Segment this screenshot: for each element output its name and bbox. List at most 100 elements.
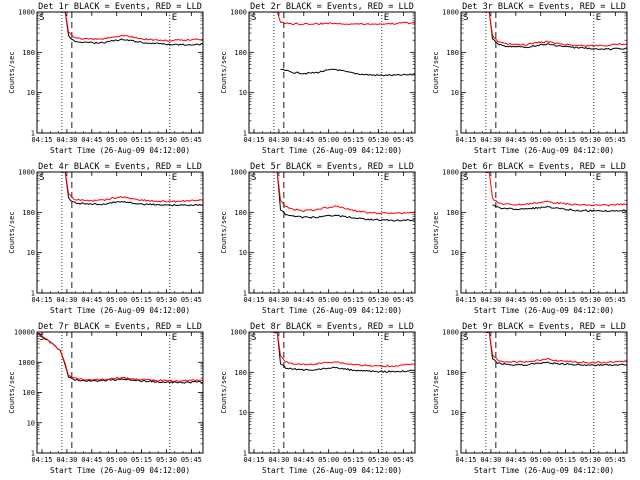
x-tick-label: 05:30 <box>580 456 601 464</box>
y-tick-label: 1000 <box>230 9 247 17</box>
start-marker-label: S <box>39 13 44 23</box>
x-tick-label: 05:30 <box>156 456 177 464</box>
start-marker-label: S <box>39 173 44 183</box>
y-tick-label: 100 <box>22 49 35 57</box>
x-tick-label: 05:15 <box>131 136 152 144</box>
x-axis-label: Start Time (26-Aug-09 04:12:00) <box>262 306 402 315</box>
x-tick-label: 05:30 <box>156 136 177 144</box>
x-tick-label: 04:30 <box>480 456 501 464</box>
y-axis-label: Counts/sec <box>8 211 16 253</box>
x-axis-label: Start Time (26-Aug-09 04:12:00) <box>474 306 614 315</box>
x-tick-label: 05:30 <box>580 296 601 304</box>
x-tick-label: 05:45 <box>605 296 626 304</box>
x-tick-label: 04:15 <box>243 456 264 464</box>
panel-title: Det 1r BLACK = Events, RED = LLD <box>38 2 202 12</box>
x-axis-label: Start Time (26-Aug-09 04:12:00) <box>50 466 190 475</box>
x-tick-label: 05:15 <box>343 296 364 304</box>
x-tick-label: 04:30 <box>268 456 289 464</box>
x-tick-label: 05:45 <box>181 296 202 304</box>
x-tick-label: 04:45 <box>293 136 314 144</box>
y-axis-label: Counts/sec <box>220 371 228 413</box>
y-axis-label: Counts/sec <box>432 211 440 253</box>
y-tick-label: 10 <box>27 249 35 257</box>
x-tick-label: 04:45 <box>81 456 102 464</box>
x-tick-label: 04:15 <box>31 136 52 144</box>
x-axis-label: Start Time (26-Aug-09 04:12:00) <box>474 146 614 155</box>
panel-title: Det 9r BLACK = Events, RED = LLD <box>462 322 626 332</box>
y-tick-label: 1 <box>243 290 247 298</box>
x-tick-label: 04:15 <box>243 296 264 304</box>
x-axis-label: Start Time (26-Aug-09 04:12:00) <box>50 146 190 155</box>
x-tick-label: 05:15 <box>343 456 364 464</box>
x-tick-label: 05:45 <box>393 296 414 304</box>
events-series-line <box>61 11 204 46</box>
end-marker-label: E <box>596 13 601 23</box>
y-axis-label: Counts/sec <box>432 51 440 93</box>
x-tick-label: 05:15 <box>555 296 576 304</box>
x-tick-label: 05:30 <box>368 296 389 304</box>
panel-title: Det 3r BLACK = Events, RED = LLD <box>462 2 626 12</box>
y-tick-label: 10 <box>239 409 247 417</box>
plot-frame <box>460 331 628 454</box>
panel-title: Det 8r BLACK = Events, RED = LLD <box>250 322 414 332</box>
start-marker-label: S <box>463 333 468 343</box>
y-tick-label: 1 <box>455 130 459 138</box>
lld-series-line <box>61 11 204 42</box>
y-tick-label: 1 <box>455 450 459 458</box>
y-tick-label: 10 <box>27 89 35 97</box>
x-tick-label: 04:30 <box>480 136 501 144</box>
y-tick-label: 10 <box>451 249 459 257</box>
plot-frame <box>460 11 628 134</box>
y-tick-label: 1 <box>31 130 35 138</box>
end-marker-label: E <box>384 173 389 183</box>
x-tick-label: 05:30 <box>368 136 389 144</box>
panel-title: Det 4r BLACK = Events, RED = LLD <box>38 162 202 172</box>
lld-series-line <box>61 171 204 203</box>
y-tick-label: 1000 <box>442 9 459 17</box>
x-axis-label: Start Time (26-Aug-09 04:12:00) <box>474 466 614 475</box>
panel-title: Det 5r BLACK = Events, RED = LLD <box>250 162 414 172</box>
x-tick-label: 04:45 <box>81 296 102 304</box>
detector-panel: Det 5r BLACK = Events, RED = LLD Counts/s… <box>220 162 416 315</box>
plot-frame <box>460 171 628 294</box>
x-tick-label: 04:30 <box>56 456 77 464</box>
x-tick-label: 05:45 <box>605 136 626 144</box>
x-tick-label: 05:45 <box>181 136 202 144</box>
y-tick-label: 10000 <box>14 329 35 337</box>
lld-series-line <box>273 11 416 26</box>
end-marker-label: E <box>172 333 177 343</box>
lld-series-line <box>273 331 416 368</box>
events-series-line <box>36 332 204 384</box>
x-tick-label: 05:15 <box>555 136 576 144</box>
x-axis-label: Start Time (26-Aug-09 04:12:00) <box>50 306 190 315</box>
events-series-line <box>273 171 415 222</box>
x-tick-label: 04:15 <box>31 296 52 304</box>
y-tick-label: 100 <box>234 49 247 57</box>
y-tick-label: 100 <box>234 209 247 217</box>
detector-panel: Det 8r BLACK = Events, RED = LLD Counts/s… <box>220 322 416 475</box>
events-series-line <box>485 11 628 51</box>
y-axis-label: Counts/sec <box>220 211 228 253</box>
detector-panel: Det 4r BLACK = Events, RED = LLD Counts/s… <box>8 162 204 315</box>
x-tick-label: 04:45 <box>505 136 526 144</box>
events-series-line <box>492 204 628 213</box>
y-tick-label: 1 <box>31 450 35 458</box>
plot-frame <box>248 331 416 454</box>
x-tick-label: 04:45 <box>505 296 526 304</box>
y-tick-label: 1000 <box>230 169 247 177</box>
x-tick-label: 05:30 <box>368 456 389 464</box>
detector-panel: Det 7r BLACK = Events, RED = LLD Counts/s… <box>8 322 204 475</box>
x-tick-label: 05:00 <box>318 456 339 464</box>
x-axis-label: Start Time (26-Aug-09 04:12:00) <box>262 146 402 155</box>
x-tick-label: 04:30 <box>56 296 77 304</box>
y-tick-label: 10 <box>27 419 35 427</box>
x-tick-label: 05:15 <box>343 136 364 144</box>
start-marker-label: S <box>463 13 468 23</box>
x-tick-label: 04:15 <box>243 136 264 144</box>
plot-frame <box>248 171 416 294</box>
lld-series-line <box>485 11 628 48</box>
plot-frame <box>36 171 204 294</box>
end-marker-label: E <box>172 13 177 23</box>
start-marker-label: S <box>39 333 44 343</box>
detector-panel: Det 1r BLACK = Events, RED = LLD Counts/s… <box>8 2 204 155</box>
